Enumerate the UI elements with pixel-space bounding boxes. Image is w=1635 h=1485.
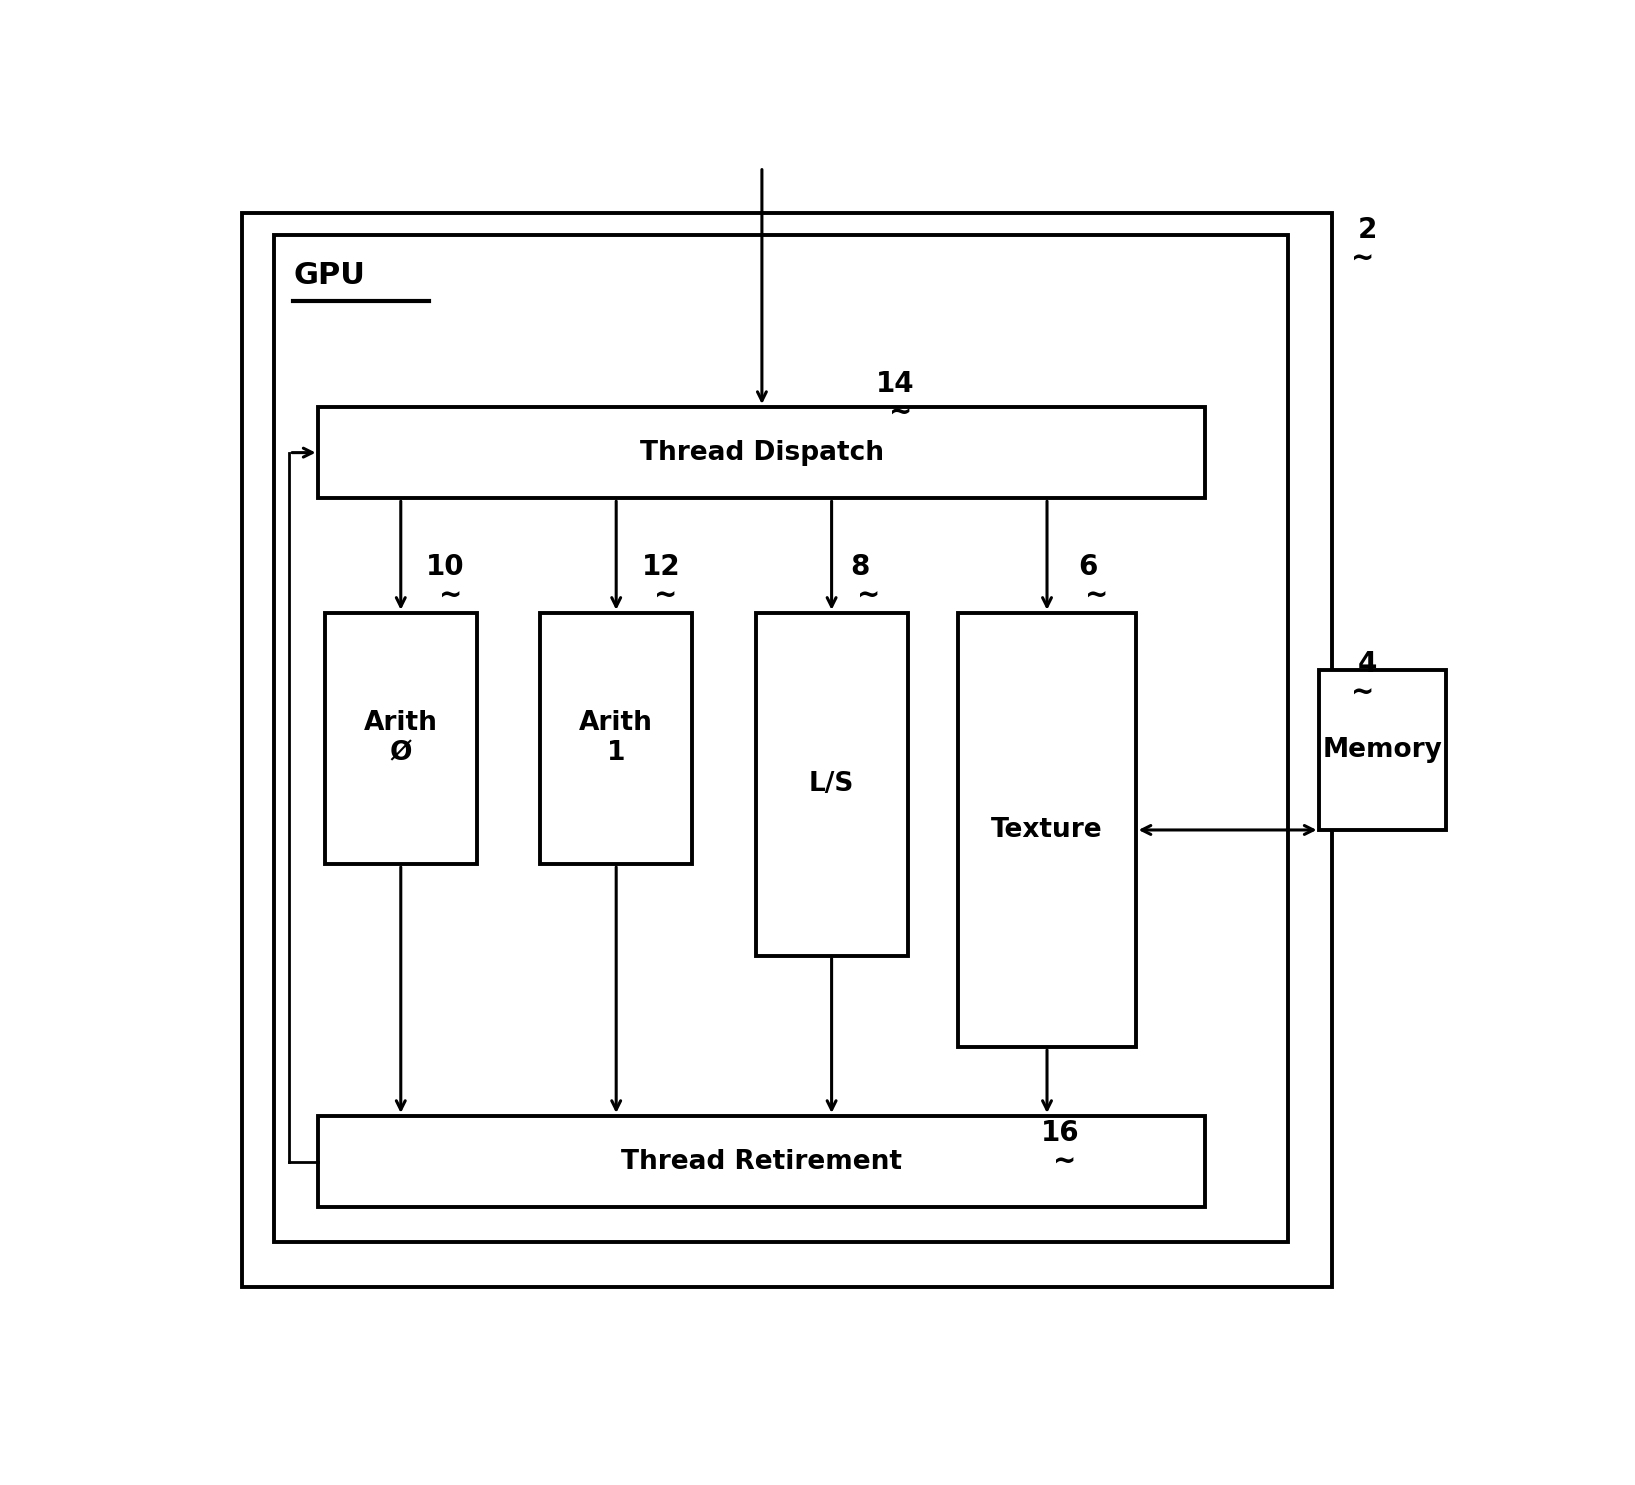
Bar	[755, 613, 907, 956]
Text: 8: 8	[850, 552, 870, 581]
Bar	[1319, 670, 1447, 830]
Text: 16: 16	[1041, 1120, 1079, 1146]
Text: Thread Dispatch: Thread Dispatch	[639, 440, 885, 466]
Text: 6: 6	[1079, 552, 1099, 581]
Text: Arith
Ø: Arith Ø	[365, 710, 438, 766]
Text: Memory: Memory	[1323, 737, 1442, 763]
Text: ~: ~	[1351, 679, 1375, 707]
Bar	[958, 613, 1136, 1047]
Text: 4: 4	[1357, 650, 1377, 679]
Bar	[319, 1115, 1205, 1207]
Bar	[540, 613, 692, 864]
Text: L/S: L/S	[809, 771, 855, 797]
Text: ~: ~	[1053, 1148, 1077, 1176]
Text: Arith
1: Arith 1	[579, 710, 652, 766]
Text: Texture: Texture	[991, 817, 1104, 843]
Text: ~: ~	[1351, 244, 1375, 272]
Text: 14: 14	[876, 370, 914, 398]
Text: 12: 12	[641, 552, 680, 581]
Text: 10: 10	[427, 552, 464, 581]
Bar	[242, 212, 1333, 1287]
Bar	[275, 236, 1288, 1241]
Text: ~: ~	[857, 582, 880, 609]
Text: ~: ~	[1086, 582, 1109, 609]
Bar	[325, 613, 477, 864]
Text: 2: 2	[1357, 215, 1377, 244]
Text: Thread Retirement: Thread Retirement	[621, 1148, 903, 1175]
Text: ~: ~	[438, 582, 463, 609]
Bar	[319, 407, 1205, 499]
Text: ~: ~	[889, 398, 912, 426]
Text: GPU: GPU	[293, 261, 365, 290]
Text: ~: ~	[654, 582, 677, 609]
